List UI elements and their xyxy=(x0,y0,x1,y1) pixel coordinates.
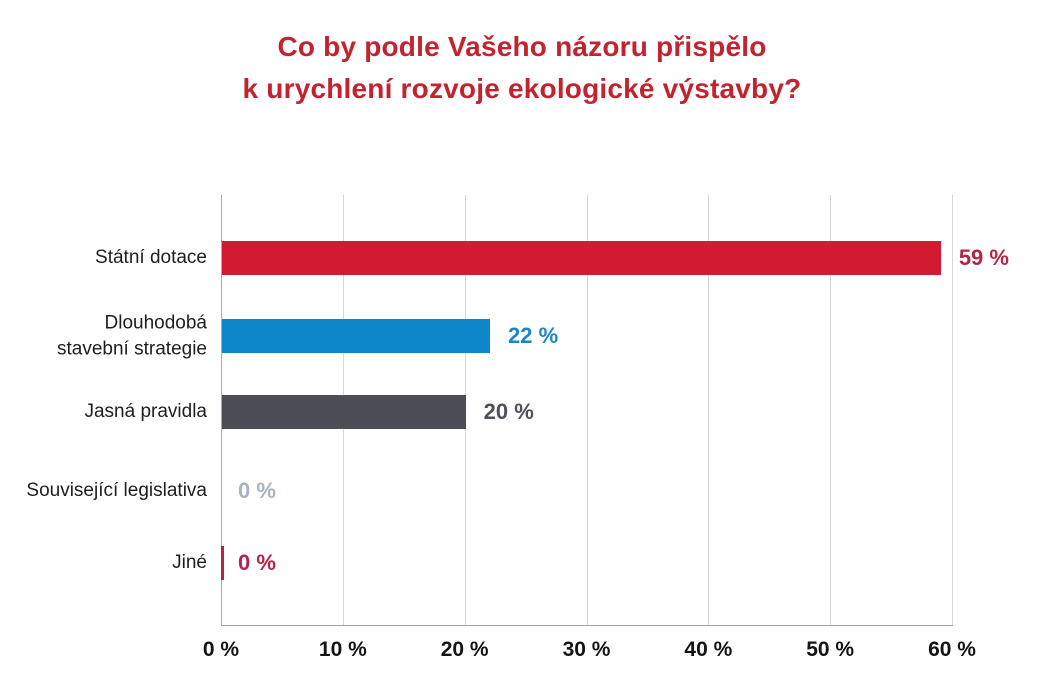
gridline xyxy=(952,195,953,625)
value-label: 20 % xyxy=(483,399,534,424)
zero-tick-mark xyxy=(221,546,224,580)
value-label: 22 % xyxy=(508,323,559,348)
x-tick-label: 20 % xyxy=(440,638,489,661)
value-label: 59 % xyxy=(958,245,1009,270)
category-label: Jiné xyxy=(172,552,207,574)
category-label: Dlouhodobá stavební strategie xyxy=(57,312,207,359)
x-tick-label: 10 % xyxy=(318,638,367,661)
chart-title: Co by podle Vašeho názoru přispělo k ury… xyxy=(0,26,1044,110)
bar xyxy=(222,395,466,429)
x-tick-label: 30 % xyxy=(562,638,611,661)
plot-area: Státní dotace 59 % Dlouhodobá stavební str… xyxy=(26,195,1009,626)
value-label: 0 % xyxy=(238,550,276,575)
gridline xyxy=(586,195,588,625)
x-tick-label: 40 % xyxy=(684,638,733,661)
value-label: 0 % xyxy=(238,478,276,503)
category-label: Jasná pravidla xyxy=(84,401,207,423)
x-tick-label: 50 % xyxy=(806,638,855,661)
bar-row: Jiné 0 % xyxy=(172,546,953,580)
x-axis: 0 % 10 % 20 % 30 % 40 % 50 % 60 % xyxy=(203,638,976,668)
category-label: Státní dotace xyxy=(95,247,207,269)
gridline xyxy=(830,195,832,625)
gridline xyxy=(708,195,710,625)
bar-row: Státní dotace 59 % xyxy=(95,241,1009,275)
bar-row: Související legislativa 0 % xyxy=(26,474,953,508)
bar xyxy=(222,319,491,353)
bar-row: Dlouhodobá stavební strategie 22 % xyxy=(57,312,953,359)
x-tick-label: 0 % xyxy=(202,638,240,661)
chart-title-line2: k urychlení rozvoje ekologické výstavby? xyxy=(242,73,802,104)
x-tick-label: 60 % xyxy=(928,638,976,661)
category-label: Související legislativa xyxy=(26,480,207,502)
bar xyxy=(222,241,941,275)
chart-title-line1: Co by podle Vašeho názoru přispělo xyxy=(277,31,767,62)
bar-row: Jasná pravidla 20 % xyxy=(84,395,953,429)
